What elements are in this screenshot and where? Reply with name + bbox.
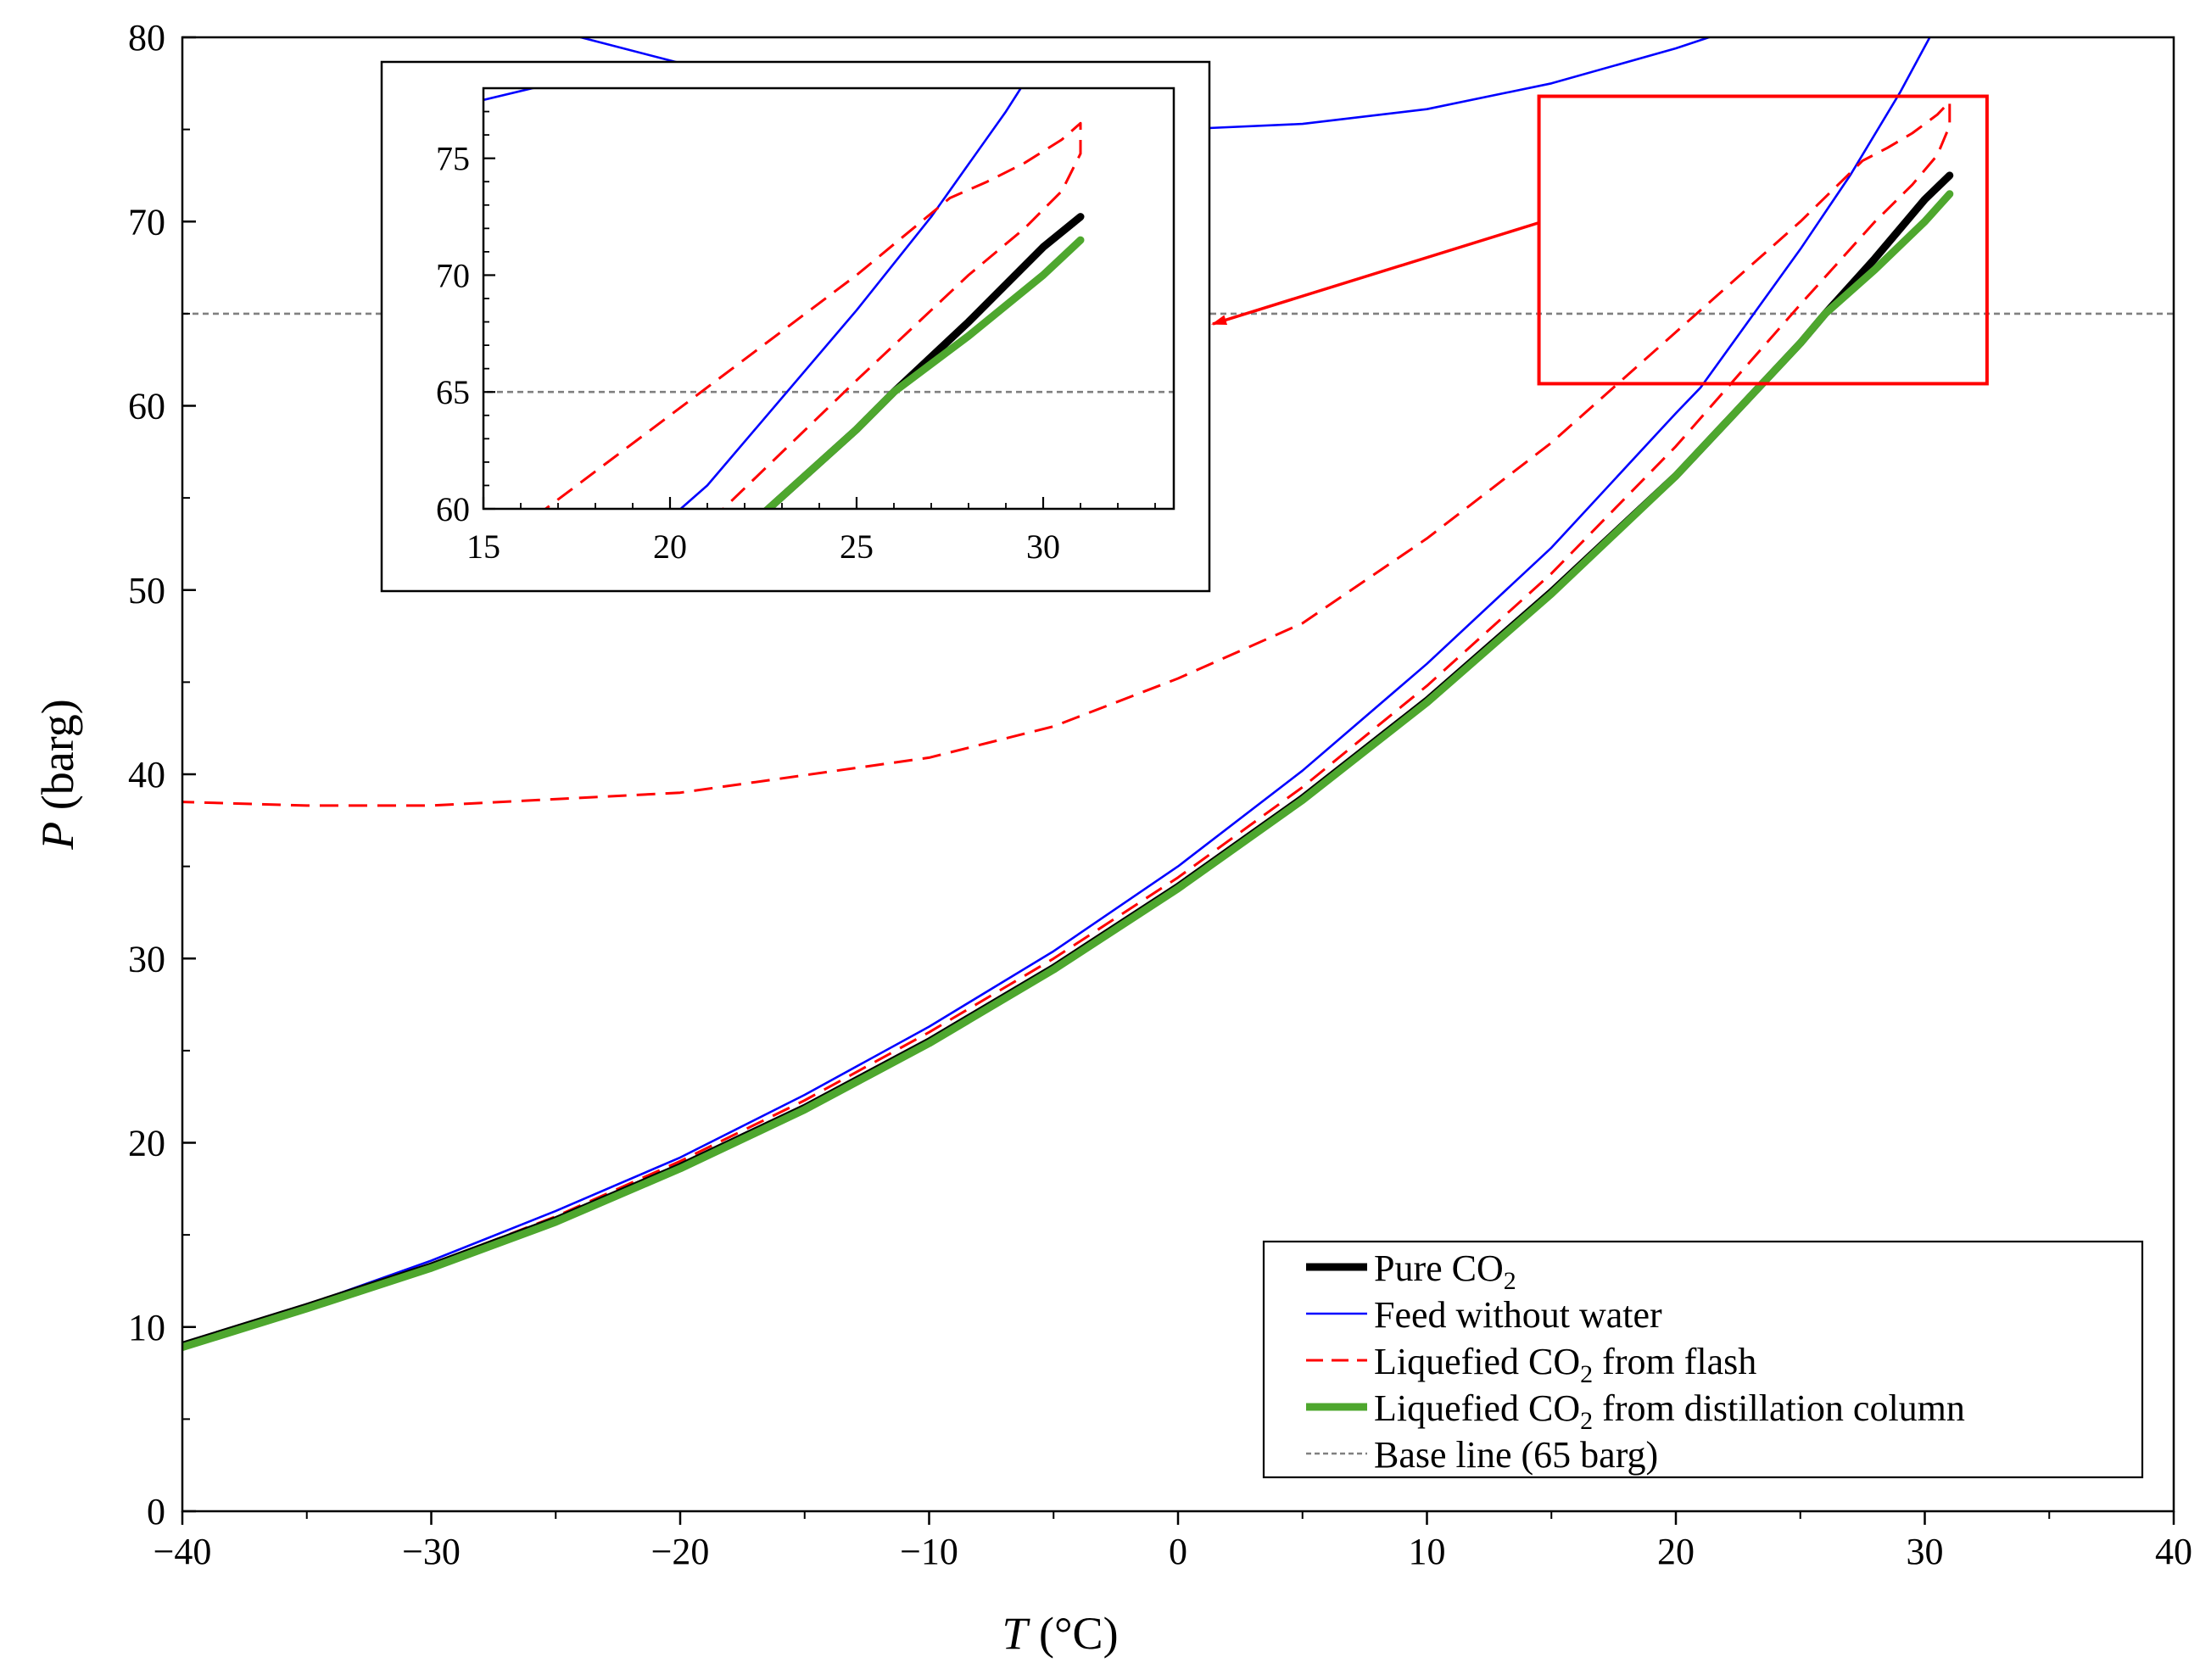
zoom-overlay	[1211, 94, 1989, 386]
inset-y-tick-label: 65	[436, 373, 470, 411]
inset-series-column	[762, 236, 1085, 509]
y-tick-label: 0	[147, 1491, 165, 1532]
y-tick-label: 40	[128, 754, 165, 795]
x-tick-label: −10	[900, 1531, 958, 1572]
legend-box	[1262, 1240, 2144, 1479]
inset-x-tick-label: 25	[840, 527, 874, 566]
x-tick-label: −30	[402, 1531, 461, 1572]
inset-x-tick-label: 20	[653, 527, 687, 566]
inset-x-tick-label: 30	[1026, 527, 1060, 566]
inset-series-flash	[543, 121, 1082, 509]
inset-axis-ticks	[482, 87, 1156, 511]
zoom-box	[1537, 94, 1989, 386]
legend-label-subscript: 2	[1580, 1407, 1593, 1435]
inset-series-group	[483, 88, 1174, 509]
y-tick-label: 70	[128, 201, 165, 243]
main-series-flash	[182, 100, 1952, 1347]
legend-label-main: Liquefied CO	[1374, 1387, 1580, 1429]
inset-panel	[380, 60, 1211, 593]
y-axis-title: P (barg)	[32, 699, 83, 850]
x-tick-label: −20	[651, 1531, 710, 1572]
main-series-feed	[182, 37, 1931, 1347]
x-axis-title: T (°C)	[1002, 1608, 1118, 1659]
zoom-arrow	[1211, 220, 1540, 326]
inset-y-tick-label: 60	[436, 490, 470, 528]
inset-tick-labels: 15 20 25 30 60 65 70 75	[436, 140, 1060, 566]
y-tick-label: 80	[128, 17, 165, 59]
legend-label-column: Liquefied CO2 from distillation column	[1374, 1387, 1965, 1435]
y-tick-label: 60	[128, 386, 165, 427]
y-axis-var: P	[32, 822, 83, 851]
x-tick-label: 10	[1409, 1531, 1446, 1572]
y-tick-label: 20	[128, 1123, 165, 1164]
inset-y-tick-label: 70	[436, 256, 470, 294]
legend-label-subscript: 2	[1580, 1360, 1593, 1388]
y-tick-label: 50	[128, 570, 165, 611]
legend-label-base: Base line (65 barg)	[1374, 1434, 1658, 1476]
x-tick-label: 30	[1907, 1531, 1944, 1572]
main-series-group	[182, 37, 2174, 1352]
main-tick-labels: −40 −30 −20 −10 0 10 20 30 40 0 10 20 30 40 50 60 70 80	[128, 17, 2192, 1572]
x-tick-label: 0	[1169, 1531, 1187, 1572]
inset-series-feed	[678, 88, 1023, 509]
legend-label-flash: Liquefied CO2 from flash	[1374, 1341, 1756, 1388]
main-axis-ticks	[181, 36, 2175, 1525]
x-tick-label: −40	[154, 1531, 212, 1572]
legend-label-suffix: from flash	[1593, 1341, 1756, 1382]
y-axis-unit: (barg)	[32, 699, 83, 821]
y-tick-label: 30	[128, 938, 165, 980]
inset-x-tick-label: 15	[466, 527, 500, 566]
legend-label-feed: Feed without water	[1374, 1294, 1662, 1336]
legend-label-main: Base line (65 barg)	[1374, 1434, 1658, 1476]
legend-label-main: Pure CO	[1374, 1247, 1504, 1289]
legend-label-pure: Pure CO2	[1374, 1247, 1516, 1295]
x-tick-label: 40	[2155, 1531, 2192, 1572]
inset-y-tick-label: 75	[436, 140, 470, 178]
x-axis-var: T	[1002, 1608, 1030, 1659]
legend-label-subscript: 2	[1504, 1267, 1516, 1295]
x-axis-unit: (°C)	[1027, 1608, 1118, 1659]
legend-label-main: Liquefied CO	[1374, 1341, 1580, 1382]
main-series-column	[182, 190, 1954, 1352]
legend-label-suffix: from distillation column	[1593, 1387, 1965, 1429]
y-tick-label: 10	[128, 1307, 165, 1348]
legend-label-main: Feed without water	[1374, 1294, 1662, 1336]
x-tick-label: 20	[1657, 1531, 1695, 1572]
